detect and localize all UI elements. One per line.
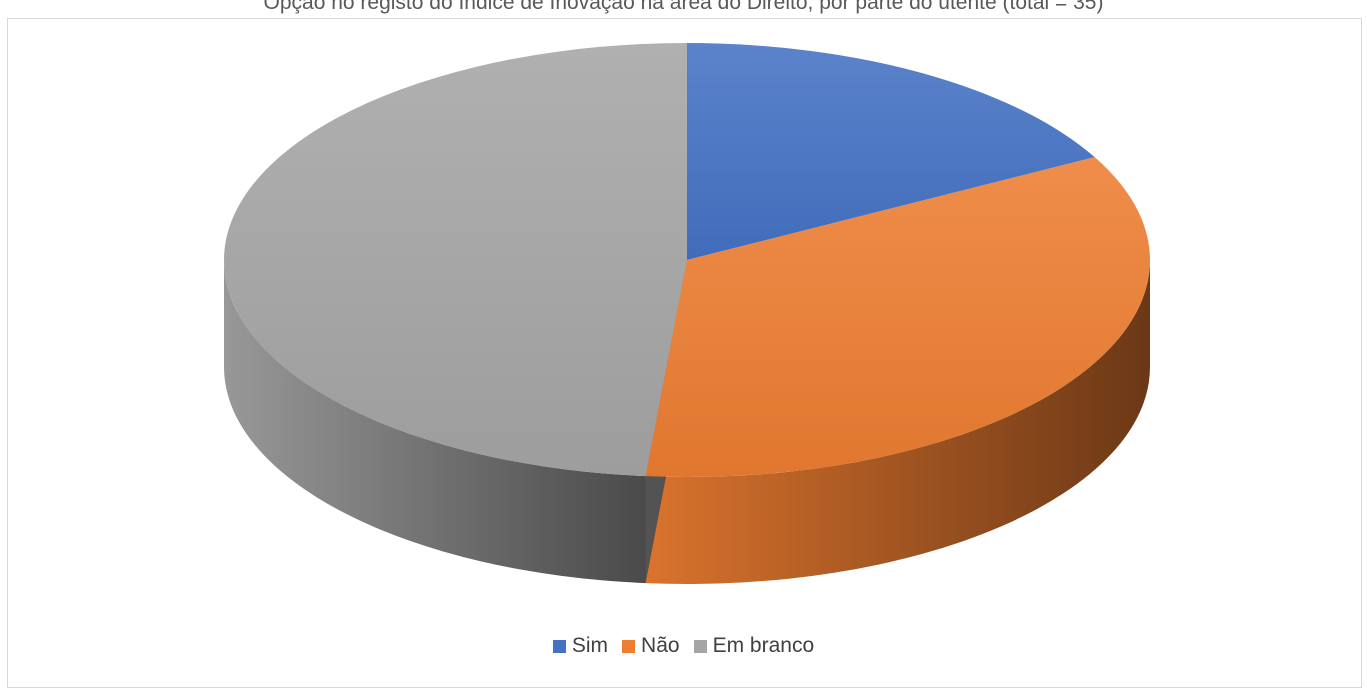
legend-label-nao: Não <box>641 634 680 657</box>
legend-item-sim[interactable]: Sim <box>552 634 609 658</box>
legend-swatch-sim <box>552 639 566 653</box>
legend-label-sim: Sim <box>571 634 609 657</box>
pie-side-nao <box>645 260 1150 584</box>
pie-slice-sim[interactable] <box>687 43 1095 260</box>
pie-side-em-branco <box>224 260 646 584</box>
legend-item-nao[interactable]: Não <box>622 634 680 658</box>
legend-item-em-branco[interactable]: Em branco <box>693 634 815 658</box>
pie-slice-nao[interactable] <box>645 157 1150 478</box>
chart-legend: Sim Não Em branco <box>0 634 1367 658</box>
chart-title: Opção no registo do Índice de Inovação n… <box>263 0 1104 14</box>
legend-swatch-nao <box>622 639 636 653</box>
legend-swatch-em-branco <box>693 639 707 653</box>
pie-slice-em-branco[interactable] <box>223 43 687 477</box>
legend-label-em-branco: Em branco <box>712 634 815 657</box>
